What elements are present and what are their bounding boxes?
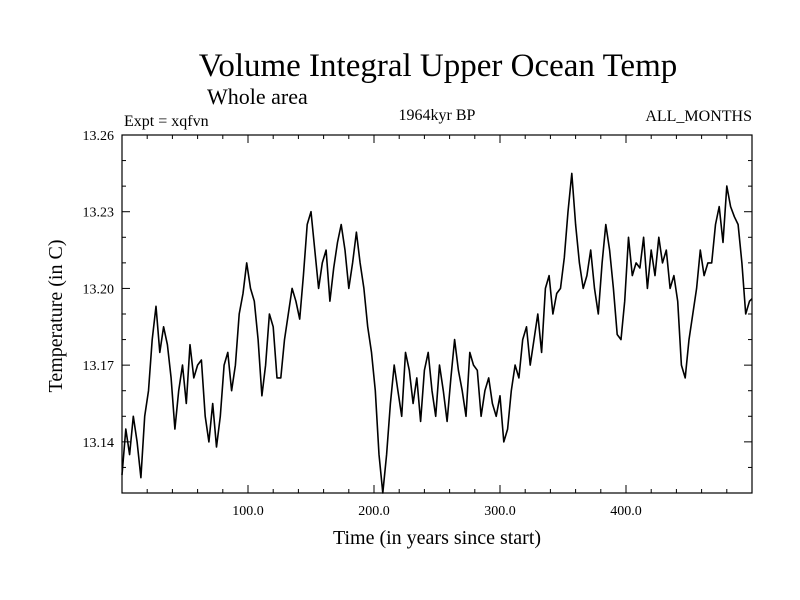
y-tick-label: 13.14 — [83, 436, 115, 451]
chart-subtitle: Whole area — [207, 84, 308, 109]
months-label: ALL_MONTHS — [645, 108, 752, 125]
y-tick-label: 13.20 — [83, 282, 115, 297]
experiment-label: Expt = xqfvn — [124, 113, 209, 130]
x-tick-label: 300.0 — [484, 504, 516, 519]
y-tick-label: 13.17 — [83, 359, 115, 374]
x-tick-label: 200.0 — [358, 504, 390, 519]
x-axis-ticks: 100.0 200.0 300.0 400.0 — [146, 135, 728, 519]
y-tick-label: 13.26 — [83, 129, 115, 144]
series-layer — [121, 172, 753, 494]
chart-title: Volume Integral Upper Ocean Temp — [199, 48, 677, 84]
period-label: 1964kyr BP — [399, 107, 476, 124]
series-line-0 — [121, 172, 753, 494]
plot-frame — [121, 134, 753, 494]
y-axis-ticks: 13.14 13.17 13.20 13.23 13.26 — [83, 129, 752, 468]
x-tick-label: 400.0 — [610, 504, 642, 519]
x-tick-label: 100.0 — [232, 504, 264, 519]
y-axis-label: Temperature (in C) — [45, 240, 67, 393]
y-tick-label: 13.23 — [83, 206, 115, 221]
x-axis-label: Time (in years since start) — [333, 527, 541, 549]
